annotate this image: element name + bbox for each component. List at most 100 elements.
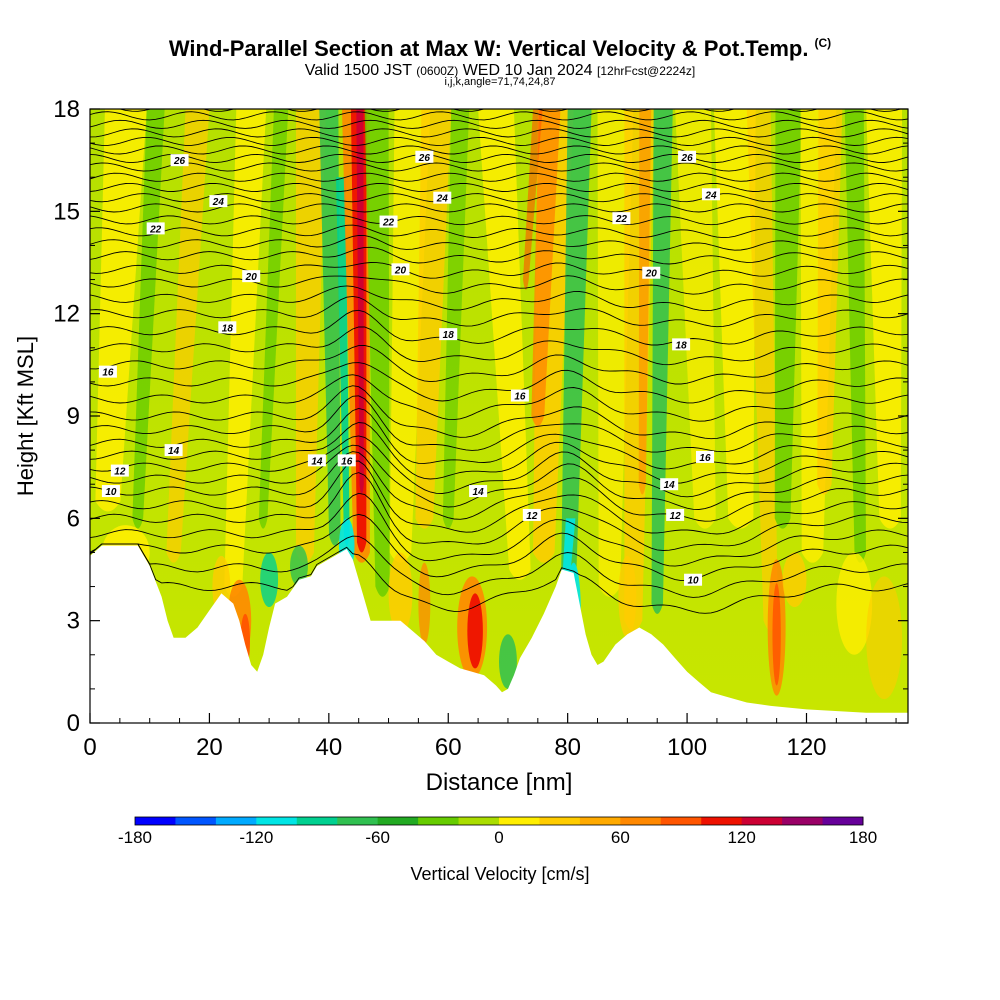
colorbar-swatch	[782, 817, 824, 825]
theta-contour-18.5	[90, 309, 908, 346]
contour-label-text: 18	[443, 330, 455, 341]
velocity-blob-8	[418, 562, 431, 645]
y-axis-label: Height [Kft MSL]	[13, 336, 38, 496]
contour-label-text: 14	[664, 480, 676, 491]
contour-label-text: 14	[311, 456, 323, 467]
contour-label-box	[164, 444, 183, 457]
theta-contour-21.0	[90, 246, 908, 265]
y-tick-label: 0	[67, 710, 80, 737]
colorbar-swatch	[620, 817, 662, 825]
chart-title-text: Wind-Parallel Section at Max W: Vertical…	[168, 36, 809, 61]
velocity-plume-23	[638, 109, 652, 495]
velocity-plume-27	[746, 109, 778, 631]
contour-label-text: 26	[418, 153, 431, 164]
contour-label-text: 10	[687, 576, 699, 587]
theta-contour-28.0	[90, 111, 908, 121]
contour-label-text: 12	[670, 511, 682, 522]
x-tick-label: 100	[667, 734, 707, 761]
colorbar: -180 -120 -60 0 60 120 180	[118, 816, 877, 847]
velocity-plume-14	[442, 109, 470, 529]
contour-label-text: 26	[681, 153, 694, 164]
x-tick-label: 80	[554, 734, 581, 761]
contour-label-box	[701, 188, 720, 201]
contour-label-17: 16	[695, 450, 714, 464]
theta-contour-17.5	[90, 344, 908, 385]
x-tick-label: 0	[83, 734, 96, 761]
theta-contour-19.0	[90, 295, 908, 328]
theta-contour-28.5	[118, 109, 903, 112]
contour-label-box	[660, 478, 679, 491]
contour-label-text: 12	[526, 511, 538, 522]
contour-label-15: 16	[98, 365, 117, 379]
colorbar-swatch	[701, 817, 743, 825]
contour-label-box	[469, 485, 488, 498]
theta-contour-22.5	[90, 214, 908, 226]
theta-contour-11.0	[90, 513, 908, 582]
theta-contour-18.0	[90, 326, 908, 366]
y-tick-label: 6	[67, 505, 80, 532]
velocity-plume-25	[675, 109, 716, 529]
colorbar-label: Vertical Velocity [cm/s]	[410, 864, 590, 884]
theta-contour-15.5	[90, 395, 908, 453]
contour-label-box	[684, 573, 703, 586]
contour-label-5: 24	[701, 188, 720, 201]
contour-label-4: 24	[433, 191, 452, 205]
contour-label-16: 16	[510, 389, 529, 403]
copyright-mark: (C)	[814, 36, 832, 50]
contour-label-box	[666, 508, 685, 521]
x-tick-label: 120	[786, 734, 826, 761]
velocity-blob-16	[782, 552, 807, 608]
colorbar-tick-label: -180	[118, 828, 152, 847]
contour-label-box	[642, 266, 661, 279]
velocity-plume-15	[478, 109, 531, 580]
theta-contour-24.0	[90, 182, 908, 192]
velocity-blob-13	[618, 555, 637, 638]
colorbar-swatch	[377, 817, 419, 825]
colorbar-tick-label: 60	[611, 828, 630, 847]
theta-contour-27.0	[90, 128, 908, 138]
theta-contour-10.0	[90, 543, 908, 614]
velocity-blob-18	[866, 576, 903, 700]
contour-label-12: 18	[218, 321, 237, 334]
contour-label-7: 22	[379, 215, 398, 229]
chart-subtitle: Valid 1500 JST (0600Z) WED 10 Jan 2024 […	[0, 62, 1000, 80]
contour-label-0: 26	[170, 154, 189, 167]
velocity-blob-10	[467, 593, 483, 669]
contour-label-text: 16	[102, 368, 114, 379]
theta-contour-20.5	[90, 262, 908, 280]
valid-time: Valid 1500 JST	[304, 62, 412, 79]
contour-label-text: 18	[676, 340, 688, 351]
contour-label-box	[695, 450, 714, 463]
colorbar-swatch	[175, 817, 217, 825]
contour-label-box	[379, 215, 398, 228]
x-tick-label: 40	[315, 734, 342, 761]
y-tick-label: 15	[53, 198, 80, 225]
contour-label-13: 18	[439, 328, 458, 341]
theta-contour-26.5	[90, 136, 908, 146]
x-tick-label: 60	[435, 734, 462, 761]
x-axis-label: Distance [nm]	[426, 769, 573, 796]
contour-label-20: 14	[307, 454, 326, 467]
theta-contour-14.5	[90, 422, 908, 484]
theta-contour-25.5	[90, 153, 908, 164]
contour-label-23: 12	[110, 464, 129, 478]
velocity-plume-10	[356, 109, 364, 495]
contour-label-text: 12	[114, 467, 126, 478]
contour-label-27: 10	[684, 573, 703, 587]
terrain-mask	[90, 545, 908, 723]
contour-label-2: 26	[678, 150, 697, 164]
contour-label-19: 14	[164, 444, 183, 457]
contour-label-box	[218, 321, 237, 334]
colorbar-swatch	[256, 817, 298, 825]
contour-label-text: 14	[473, 487, 485, 498]
contour-label-text: 18	[222, 323, 234, 334]
velocity-blob-17	[836, 552, 873, 655]
contour-labels: 26 26 26 24 24 24 22 22 22 20 20 20 18 18 18 16 16 16 16 14…	[98, 150, 720, 587]
contour-label-10: 20	[391, 263, 410, 276]
contour-label-text: 16	[699, 453, 711, 464]
colorbar-swatch	[135, 817, 176, 825]
y-tick-label: 3	[67, 608, 80, 635]
x-tick-label: 20	[196, 734, 223, 761]
theta-contour-15.0	[90, 408, 908, 470]
theta-contour-16.5	[90, 374, 908, 422]
